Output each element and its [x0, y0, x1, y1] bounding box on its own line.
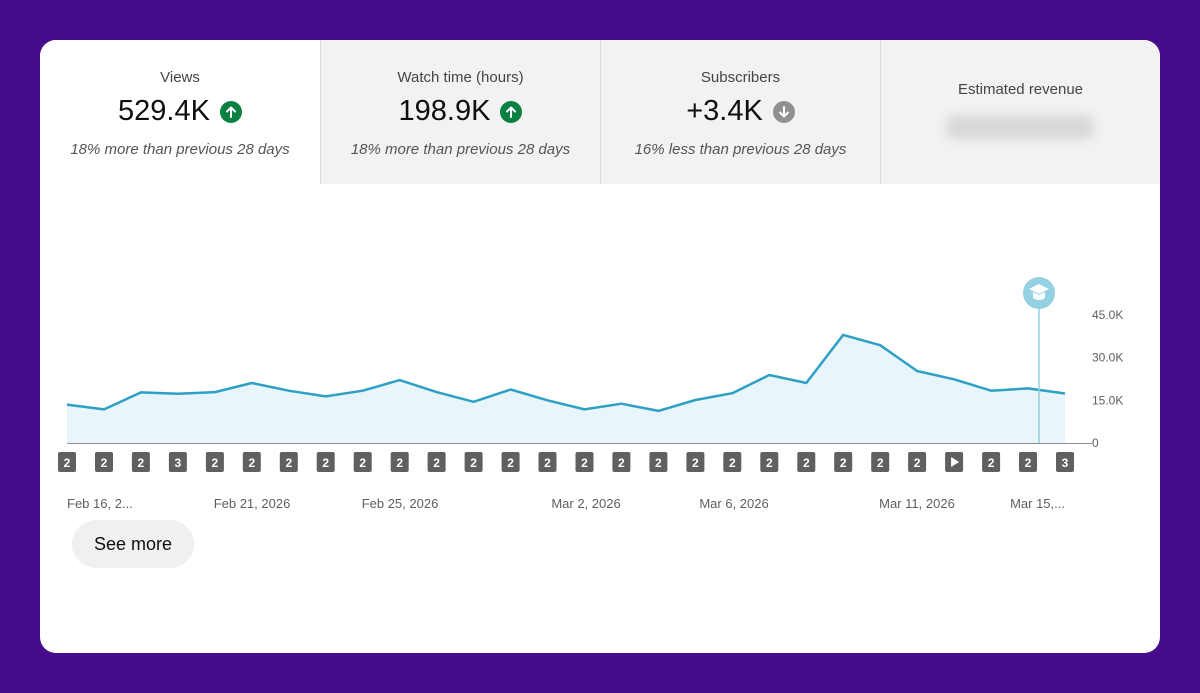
- blurred-revenue-value: [945, 115, 1095, 139]
- y-tick-label: 30.0K: [1092, 351, 1123, 365]
- metric-label: Watch time (hours): [397, 69, 524, 86]
- x-tick-label: Mar 11, 2026: [879, 496, 955, 511]
- upload-marker-count: 2: [544, 456, 551, 470]
- upload-marker: [649, 452, 668, 472]
- upload-marker: [95, 452, 113, 472]
- upload-marker-count: 2: [766, 456, 773, 470]
- upload-marker: [612, 452, 631, 472]
- upload-marker: [353, 452, 372, 472]
- x-tick-label: Feb 16, 2...: [67, 496, 133, 511]
- upload-marker: [797, 452, 816, 472]
- upload-marker: [760, 452, 779, 472]
- upload-marker: [205, 452, 224, 472]
- y-tick-label: 0: [1092, 436, 1099, 450]
- upload-marker-count: 2: [359, 456, 366, 470]
- upload-marker-count: 3: [175, 456, 182, 470]
- metric-value: +3.4K: [686, 95, 763, 127]
- upload-marker-count: 2: [618, 456, 625, 470]
- upload-marker-count: 2: [988, 456, 995, 470]
- metric-label: Views: [160, 69, 200, 86]
- upload-marker-count: 2: [507, 456, 514, 470]
- upload-marker-count: 2: [212, 456, 219, 470]
- upload-marker-count: 2: [138, 456, 145, 470]
- upload-marker: [723, 452, 742, 472]
- upload-marker: [575, 452, 594, 472]
- upload-marker: [501, 452, 520, 472]
- upload-marker: [58, 452, 76, 472]
- tab-views[interactable]: Views 529.4K 18% more than previous 28 d…: [40, 40, 320, 184]
- upload-marker: [686, 452, 705, 472]
- upload-marker-count: 2: [64, 456, 71, 470]
- tab-watch-time[interactable]: Watch time (hours) 198.9K 18% more than …: [320, 40, 600, 184]
- metric-value: 529.4K: [118, 95, 210, 127]
- metric-comparison: 16% less than previous 28 days: [634, 141, 847, 158]
- y-tick-label: 15.0K: [1092, 393, 1123, 407]
- graduation-cap-icon: [1029, 284, 1049, 300]
- upload-marker-count: 2: [692, 456, 699, 470]
- upload-marker-count: 2: [877, 456, 884, 470]
- upload-marker-count: 2: [840, 456, 847, 470]
- tab-estimated-revenue[interactable]: Estimated revenue: [880, 40, 1160, 184]
- series-line: [66, 333, 1066, 413]
- x-tick-label: Mar 2, 2026: [551, 496, 620, 511]
- upload-marker: [908, 452, 927, 472]
- upload-marker-count: 2: [285, 456, 292, 470]
- series-area: [67, 334, 1065, 443]
- x-tick-label: Feb 25, 2026: [362, 496, 439, 511]
- upload-marker-count: 2: [729, 456, 736, 470]
- x-tick-label: Feb 21, 2026: [214, 496, 291, 511]
- upload-marker-count: 2: [914, 456, 921, 470]
- metric-comparison: 18% more than previous 28 days: [70, 141, 290, 158]
- metric-value: 198.9K: [398, 95, 491, 127]
- upload-marker: [168, 452, 187, 472]
- upload-marker: [982, 452, 1001, 472]
- play-icon: [951, 457, 960, 467]
- x-tick-label: Mar 6, 2026: [699, 496, 768, 511]
- upload-marker: [316, 452, 335, 472]
- upload-marker-count: 2: [470, 456, 477, 470]
- upload-marker-count: 3: [1062, 456, 1069, 470]
- upload-marker-count: 2: [581, 456, 588, 470]
- upload-marker: [390, 452, 409, 472]
- upload-marker-count: 2: [655, 456, 662, 470]
- tab-subscribers[interactable]: Subscribers +3.4K 16% less than previous…: [600, 40, 880, 184]
- metric-label: Subscribers: [700, 69, 781, 86]
- upload-marker: [242, 452, 261, 472]
- metric-comparison: 18% more than previous 28 days: [350, 141, 571, 158]
- upload-marker: [538, 452, 557, 472]
- x-tick-label: Mar 15,...: [1010, 496, 1065, 511]
- metric-tabs: Views 529.4K 18% more than previous 28 d…: [40, 40, 1160, 184]
- y-tick-label: 45.0K: [1092, 308, 1123, 322]
- metric-label: Estimated revenue: [957, 81, 1084, 98]
- views-chart: 45.0K 30.0K 15.0K 0 2 2 2 3 2 2 2 2 2 2 2 2 2 2 2 2 2 2 2 2 2 2 2 2…: [58, 277, 1123, 511]
- analytics-card: Views 529.4K 18% more than previous 28 d…: [40, 40, 1160, 653]
- upload-marker: [427, 452, 446, 472]
- upload-marker-count: 2: [248, 456, 255, 470]
- upload-marker-count: 2: [101, 456, 108, 470]
- upload-marker: [1019, 452, 1037, 472]
- upload-marker: [279, 452, 298, 472]
- upload-marker: [1056, 452, 1074, 472]
- arrow-up-icon: [500, 100, 523, 123]
- see-more-button[interactable]: See more: [72, 520, 194, 568]
- upload-marker-count: 2: [1025, 456, 1032, 470]
- upload-marker-count: 2: [433, 456, 440, 470]
- upload-marker: [131, 452, 150, 472]
- upload-marker-count: 2: [322, 456, 329, 470]
- arrow-up-icon: [219, 100, 242, 123]
- upload-marker: [834, 452, 853, 472]
- upload-marker: [464, 452, 483, 472]
- upload-marker-count: 2: [803, 456, 810, 470]
- upload-marker-count: 2: [396, 456, 403, 470]
- arrow-down-icon: [772, 100, 795, 123]
- upload-marker: [871, 452, 890, 472]
